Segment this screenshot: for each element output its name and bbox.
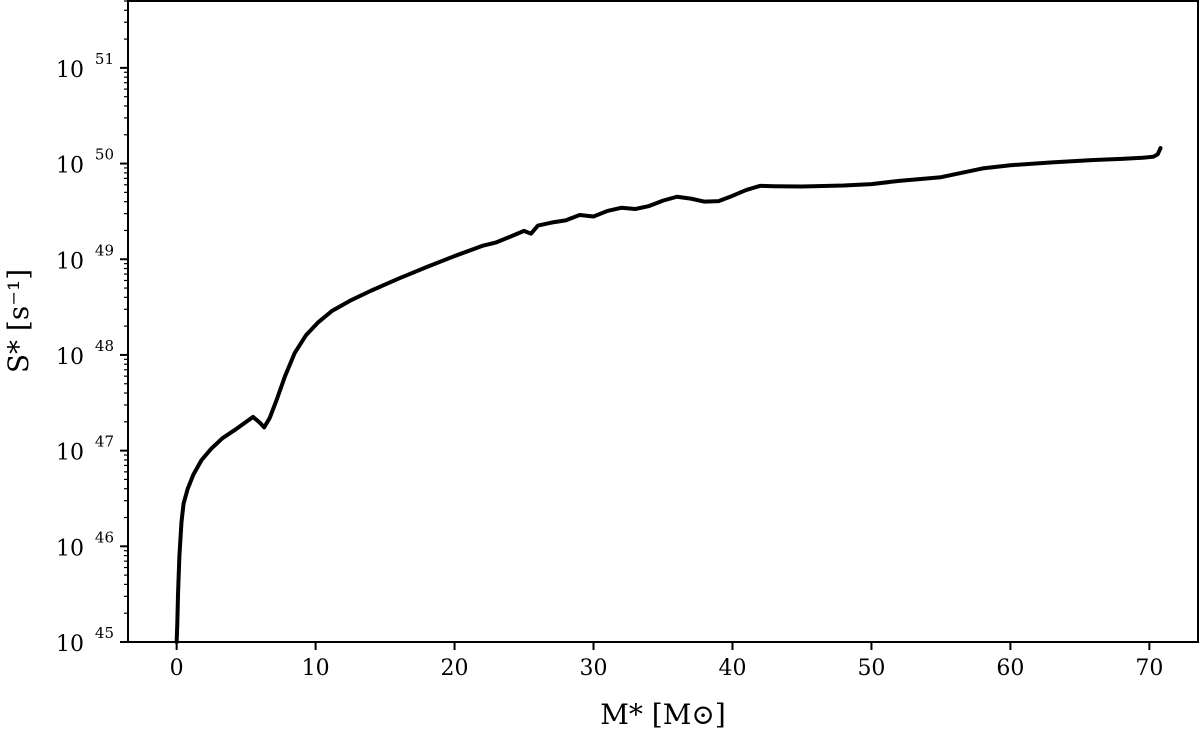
x-tick-label: 20: [441, 656, 469, 681]
y-tick-base: 10: [56, 441, 84, 466]
y-axis-label: S* [s⁻¹]: [2, 269, 35, 373]
x-tick-label: 30: [580, 656, 608, 681]
y-tick-label: 10: [56, 154, 84, 179]
y-tick-exponent: 45: [95, 624, 114, 642]
x-tick-label: 50: [857, 656, 885, 681]
x-tick-label: 0: [170, 656, 184, 681]
x-tick-label: 10: [302, 656, 330, 681]
y-tick-exponent: 46: [95, 528, 114, 546]
y-tick-label: 10: [56, 249, 84, 274]
y-tick-exponent: 49: [95, 241, 114, 259]
x-axis-ticks: 0 10 20 30 40 50 60 70: [170, 642, 1163, 681]
y-tick-base: 10: [56, 536, 84, 561]
y-tick-exponent: 48: [95, 337, 114, 355]
x-tick-label: 70: [1135, 656, 1163, 681]
y-tick-label: 10: [56, 345, 84, 370]
y-tick-base: 10: [56, 249, 84, 274]
y-tick-label: 10: [56, 441, 84, 466]
x-tick-label: 40: [718, 656, 746, 681]
y-axis-ticks: 10 45 10 46 10 47 10 48 10 49 10 50 10 51: [56, 0, 128, 657]
y-tick-exponent: 51: [95, 50, 114, 68]
plot-area: [127, 0, 1199, 643]
y-tick-label: 10: [56, 58, 84, 83]
y-tick-label: 10: [56, 536, 84, 561]
y-tick-exponent: 47: [95, 433, 114, 451]
y-tick-label: 10: [56, 632, 84, 657]
y-tick-base: 10: [56, 345, 84, 370]
y-tick-base: 10: [56, 632, 84, 657]
x-tick-label: 60: [996, 656, 1024, 681]
y-tick-base: 10: [56, 58, 84, 83]
y-tick-exponent: 50: [95, 146, 114, 164]
y-tick-base: 10: [56, 154, 84, 179]
series-line: [174, 146, 1163, 644]
x-axis-label: M* [M⊙]: [600, 698, 726, 731]
